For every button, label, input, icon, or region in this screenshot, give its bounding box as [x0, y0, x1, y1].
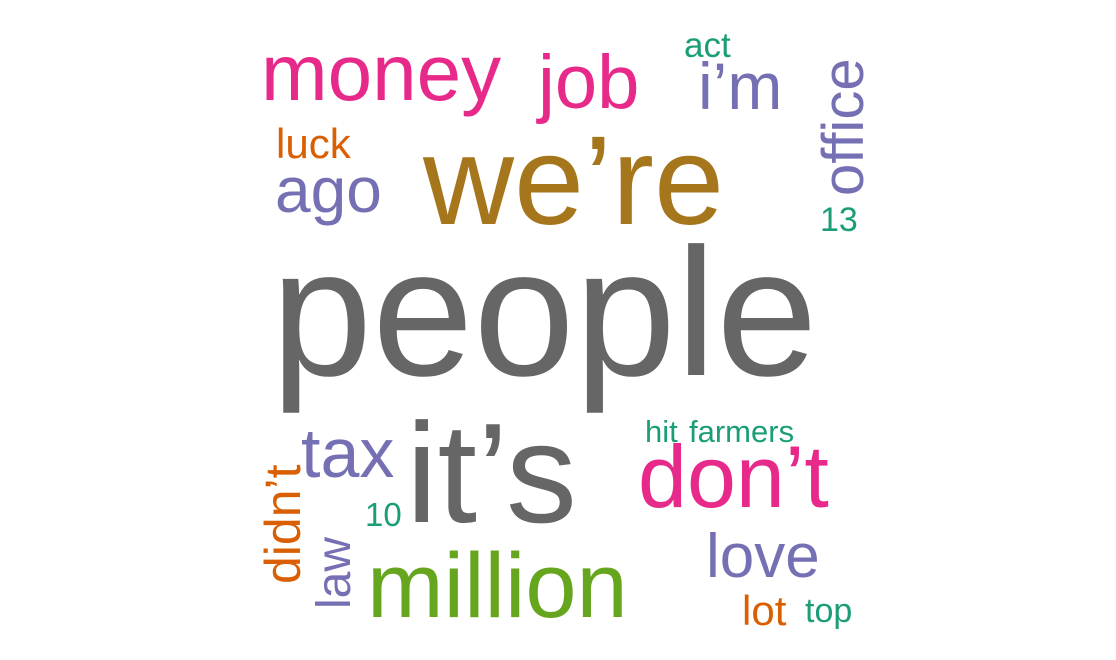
word-i-m: i’m — [698, 49, 783, 123]
word-luck: luck — [276, 120, 351, 167]
word-top: top — [805, 592, 853, 630]
word-farmers: farmers — [689, 414, 795, 449]
word-job: job — [538, 40, 640, 125]
word-million: million — [367, 535, 628, 637]
word-13: 13 — [820, 201, 858, 239]
word-ago: ago — [275, 154, 382, 226]
word-money: money — [261, 28, 502, 117]
word-office: office — [811, 58, 876, 196]
word-people: people — [271, 210, 818, 414]
word-hit: hit — [645, 414, 678, 449]
word-love: love — [706, 522, 820, 591]
word-act: act — [684, 26, 731, 65]
word-tax: tax — [301, 414, 395, 492]
word-lot: lot — [742, 587, 787, 634]
word-it-s: it’s — [406, 394, 577, 553]
word-we-re: we’re — [423, 110, 725, 251]
word-don-t: don’t — [638, 427, 829, 526]
word-10: 10 — [365, 496, 402, 533]
word-didn-t: didn’t — [255, 464, 311, 584]
word-law: law — [308, 536, 361, 609]
